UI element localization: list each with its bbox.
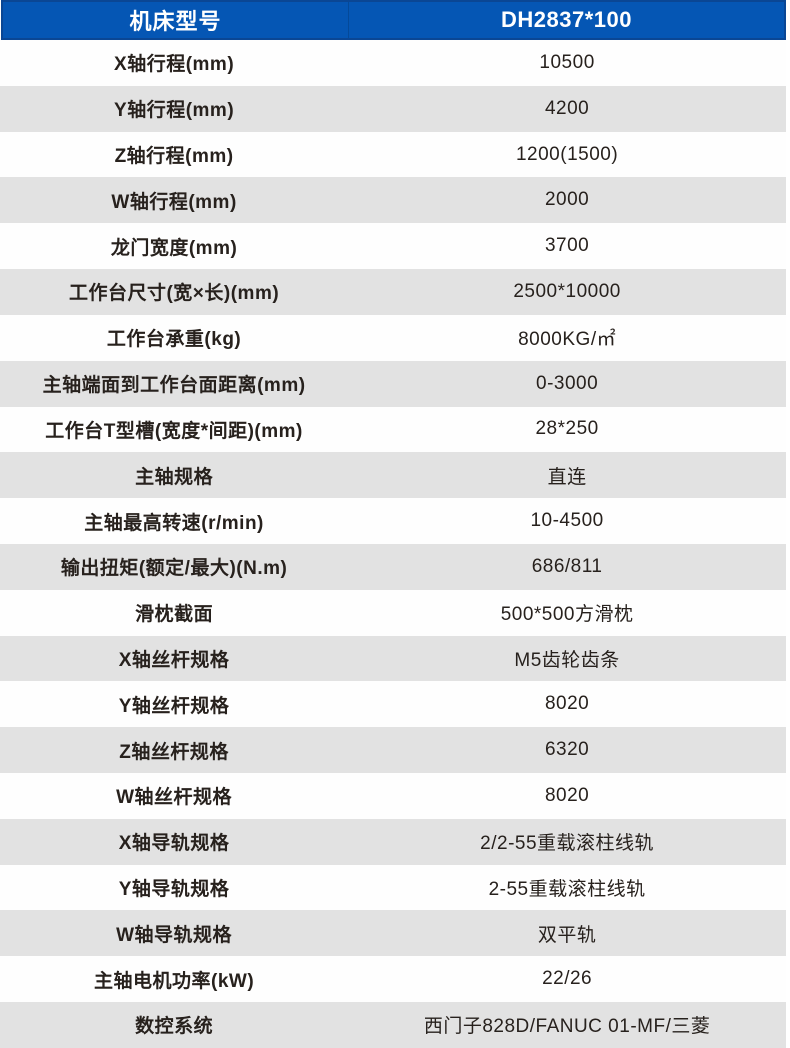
spec-label: X轴丝杆规格 xyxy=(118,649,230,671)
spec-row-max-speed: 主轴最高转速(r/min) 10-4500 xyxy=(0,498,786,544)
spec-label: 龙门宽度(mm) xyxy=(110,237,238,259)
spec-row-x-screw: X轴丝杆规格 M5齿轮齿条 xyxy=(0,635,786,682)
spec-value: 2-55重载滚柱线轨 xyxy=(488,879,646,901)
spec-value: 1200(1500) xyxy=(515,143,619,165)
spec-row-x-travel: X轴行程(mm) 10500 xyxy=(0,40,786,86)
spec-label: Z轴丝杆规格 xyxy=(119,741,229,763)
spec-value: 双平轨 xyxy=(537,924,597,946)
spec-value: 西门子828D/FANUC 01-MF/三菱 xyxy=(423,1016,711,1038)
spec-row-y-screw: Y轴丝杆规格 8020 xyxy=(0,681,786,728)
spec-value: 2000 xyxy=(544,189,590,211)
spec-row-x-rail: X轴导轨规格 2/2-55重载滚柱线轨 xyxy=(0,818,786,865)
spec-row-table-size: 工作台尺寸(宽×长)(mm) 2500*10000 xyxy=(0,269,786,315)
spec-label: 工作台尺寸(宽×长)(mm) xyxy=(68,283,280,305)
spec-value: 2/2-55重载滚柱线轨 xyxy=(480,833,655,855)
spec-value: 0-3000 xyxy=(536,372,599,394)
spec-label: 滑枕截面 xyxy=(135,604,214,626)
spec-label: 主轴规格 xyxy=(135,466,214,488)
spec-label: 主轴端面到工作台面距离(mm) xyxy=(42,375,306,397)
spec-label: 工作台承重(kg) xyxy=(106,329,242,351)
model-header-value: DH2837*100 xyxy=(500,7,632,32)
spec-value: 10500 xyxy=(539,51,595,73)
spec-label: W轴行程(mm) xyxy=(111,191,237,213)
spec-label: X轴导轨规格 xyxy=(118,833,230,855)
spec-row-t-slot: 工作台T型槽(宽度*间距)(mm) 28*250 xyxy=(0,406,786,453)
spec-value: 28*250 xyxy=(535,418,599,440)
spec-value: 686/811 xyxy=(531,555,603,577)
spec-label: W轴导轨规格 xyxy=(116,924,233,946)
spec-label: 主轴电机功率(kW) xyxy=(94,970,255,992)
spec-row-y-travel: Y轴行程(mm) 4200 xyxy=(0,85,786,132)
spec-row-spindle-to-table: 主轴端面到工作台面距离(mm) 0-3000 xyxy=(0,360,786,407)
table-header-row: 机床型号 DH2837*100 xyxy=(1,0,786,40)
spec-label: W轴丝杆规格 xyxy=(116,787,233,809)
spec-row-ram-section: 滑枕截面 500*500方滑枕 xyxy=(0,589,786,636)
spec-label: X轴行程(mm) xyxy=(114,54,235,76)
spec-value: 3700 xyxy=(544,235,590,257)
spec-row-w-rail: W轴导轨规格 双平轨 xyxy=(0,910,786,957)
spec-value: 8020 xyxy=(544,693,590,715)
spec-value: 8000KG/㎡ xyxy=(518,329,617,351)
spec-value: 直连 xyxy=(547,466,587,488)
spec-row-z-travel: Z轴行程(mm) 1200(1500) xyxy=(0,131,786,178)
spec-label: Y轴行程(mm) xyxy=(114,100,235,122)
spec-row-z-screw: Z轴丝杆规格 6320 xyxy=(0,727,786,773)
spec-row-output-torque: 输出扭矩(额定/最大)(N.m) 686/811 xyxy=(0,543,786,590)
spec-label: Y轴导轨规格 xyxy=(118,879,230,901)
spec-value: 6320 xyxy=(544,739,590,761)
spec-row-spindle-type: 主轴规格 直连 xyxy=(0,452,786,499)
spec-value: 2500*10000 xyxy=(513,280,621,302)
spec-value: 8020 xyxy=(544,784,590,806)
spec-row-w-screw: W轴丝杆规格 8020 xyxy=(0,773,786,819)
spec-row-motor-power: 主轴电机功率(kW) 22/26 xyxy=(0,956,786,1003)
spec-row-gantry-width: 龙门宽度(mm) 3700 xyxy=(0,223,786,270)
spec-row-table-load: 工作台承重(kg) 8000KG/㎡ xyxy=(0,314,786,361)
spec-label: 输出扭矩(额定/最大)(N.m) xyxy=(60,558,288,580)
spec-value: 500*500方滑枕 xyxy=(500,604,634,626)
spec-value: 10-4500 xyxy=(530,510,604,532)
spec-label: Z轴行程(mm) xyxy=(114,146,234,168)
spec-row-cnc-system: 数控系统 西门子828D/FANUC 01-MF/三菱 xyxy=(0,1002,786,1048)
spec-row-w-travel: W轴行程(mm) 2000 xyxy=(0,177,786,224)
spec-row-y-rail: Y轴导轨规格 2-55重载滚柱线轨 xyxy=(0,864,786,911)
spec-label: 主轴最高转速(r/min) xyxy=(84,512,264,534)
model-header-label: 机床型号 xyxy=(3,2,349,38)
spec-value: 22/26 xyxy=(542,968,593,990)
spec-value: M5齿轮齿条 xyxy=(514,649,620,671)
spec-value: 4200 xyxy=(544,97,590,119)
spec-label: 工作台T型槽(宽度*间距)(mm) xyxy=(45,420,303,442)
spec-label: 数控系统 xyxy=(135,1016,214,1038)
spec-label: Y轴丝杆规格 xyxy=(118,695,230,717)
